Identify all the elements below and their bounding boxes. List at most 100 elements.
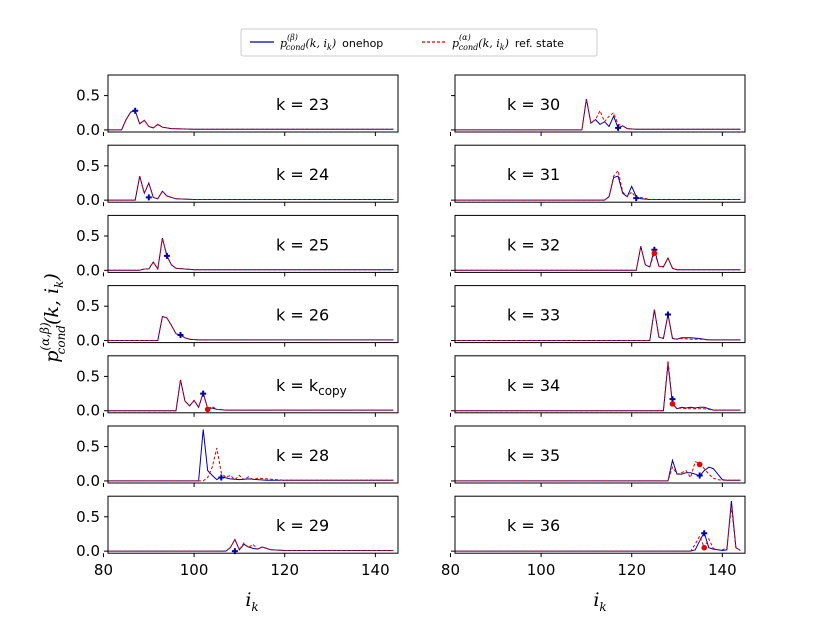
panel-label: k = 23: [276, 95, 329, 114]
series-line-ref-state: [455, 506, 741, 552]
panel-frame: [107, 74, 399, 133]
x-tick-label: 120: [270, 561, 299, 579]
panel-label: k = 24: [276, 165, 329, 184]
marker-ref-state: [696, 461, 703, 468]
panel-label: k = kcopy: [276, 376, 347, 398]
series-line-onehop: [455, 500, 741, 552]
series-line-ref-state: [455, 169, 741, 201]
panel-label: k = 26: [276, 306, 329, 325]
panel-frame: [454, 495, 746, 554]
y-tick-label: 0.5: [76, 87, 100, 105]
x-tick-label: 140: [708, 561, 737, 579]
panel-label: k = 32: [507, 235, 560, 254]
x-tick-label: 120: [617, 561, 646, 579]
series-line-ref-state: [108, 447, 394, 482]
y-tick-label: 0.0: [76, 261, 100, 279]
marker-onehop: [664, 311, 671, 318]
panel-label: k = 33: [507, 306, 560, 325]
panel-10: k = 32: [449, 214, 746, 277]
series-line-onehop: [108, 379, 394, 412]
panel-label: k = 30: [507, 95, 560, 114]
x-axis-label-right: ik: [593, 589, 606, 614]
y-tick-label: 0.5: [76, 227, 100, 245]
panel-3: 0.5 0.0 k = 25: [76, 214, 399, 279]
y-tick-label: 0.0: [76, 121, 100, 139]
panel-label: k = 28: [276, 446, 329, 465]
y-tick-label: 0.0: [76, 542, 100, 560]
y-tick-label: 0.5: [76, 297, 100, 315]
panel-4: 0.5 0.0 k = 26: [76, 285, 399, 350]
marker-onehop: [145, 194, 152, 201]
y-tick-label: 0.0: [76, 191, 100, 209]
series-line-onehop: [108, 315, 394, 341]
panel-frame: [454, 144, 746, 203]
series-line-ref-state: [455, 461, 741, 482]
legend-box: [240, 28, 598, 57]
panel-frame: [454, 214, 746, 273]
y-tick-label: 0.5: [76, 367, 100, 385]
panel-11: k = 33: [449, 285, 746, 347]
panel-frame: [454, 425, 746, 484]
series-line-onehop: [108, 429, 394, 482]
panel-frame: [454, 355, 746, 414]
panel-frame: [454, 285, 746, 344]
marker-onehop: [669, 396, 676, 403]
x-tick-label: 80: [441, 561, 460, 579]
x-tick-label: 100: [527, 561, 556, 579]
panel-label: k = 36: [507, 516, 560, 535]
marker-onehop: [177, 332, 184, 339]
series-line-ref-state: [455, 360, 741, 412]
series-line-ref-state: [108, 538, 394, 552]
legend-label-onehop: p(β) cond(k, ik) onehop: [280, 33, 383, 52]
x-axis-label-left: ik: [245, 589, 258, 614]
marker-onehop: [163, 252, 170, 259]
series-line-onehop: [455, 363, 741, 412]
panel-label: k = 35: [507, 446, 560, 465]
y-axis-label: p(α,β) cond(k, ik): [38, 273, 68, 363]
series-line-onehop: [455, 309, 741, 341]
marker-onehop: [132, 107, 139, 114]
series-line-ref-state: [108, 315, 394, 341]
panel-label: k = 34: [507, 376, 560, 395]
panel-label: k = 29: [276, 516, 329, 535]
panel-13: k = 35: [449, 425, 746, 487]
panel-frame: [107, 495, 399, 554]
marker-onehop: [218, 474, 225, 481]
panel-frame: [107, 355, 399, 414]
marker-onehop: [200, 390, 207, 397]
y-tick-label: 0.5: [76, 508, 100, 526]
series-line-onehop: [455, 175, 741, 201]
panel-frame: [107, 214, 399, 273]
panel-frame: [107, 144, 399, 203]
panel-label: k = 25: [276, 235, 329, 254]
panels-group: 0.50.0k = 230.50.0k = 240.50.0k = 250.50…: [76, 74, 746, 579]
series-line-ref-state: [455, 98, 741, 131]
panel-7: 0.5 0.080 100 120 140 k = 29: [76, 495, 399, 579]
panel-label: k = 31: [507, 165, 560, 184]
series-line-onehop: [455, 246, 741, 271]
marker-ref-state: [204, 406, 211, 413]
series-line-onehop: [455, 98, 741, 131]
series-line-ref-state: [108, 175, 394, 201]
marker-onehop: [696, 472, 703, 479]
y-tick-label: 0.5: [76, 438, 100, 456]
panel-2: 0.5 0.0 k = 24: [76, 144, 399, 209]
y-tick-label: 0.5: [76, 157, 100, 175]
panel-5: 0.5 0.0 k = kcopy: [76, 355, 399, 420]
marker-onehop: [615, 124, 622, 131]
series-line-ref-state: [108, 237, 394, 271]
legend-label-ref-state: p(α) cond(k, ik) ref. state: [452, 33, 564, 52]
marker-ref-state: [701, 544, 708, 551]
marker-onehop: [701, 530, 708, 537]
panel-14: 80 100 120 140 k = 36: [441, 495, 746, 579]
legend: p(β) cond(k, ik) onehop p(α) cond(k, ik) ref…: [240, 28, 598, 57]
panel-6: 0.5 0.0 k = 28: [76, 425, 399, 490]
y-tick-label: 0.0: [76, 472, 100, 490]
x-tick-label: 140: [361, 561, 390, 579]
series-line-ref-state: [108, 110, 394, 131]
series-line-onehop: [108, 538, 394, 552]
y-tick-label: 0.0: [76, 402, 100, 420]
y-tick-label: 0.0: [76, 332, 100, 350]
series-line-ref-state: [455, 246, 741, 271]
series-line-ref-state: [455, 309, 741, 341]
